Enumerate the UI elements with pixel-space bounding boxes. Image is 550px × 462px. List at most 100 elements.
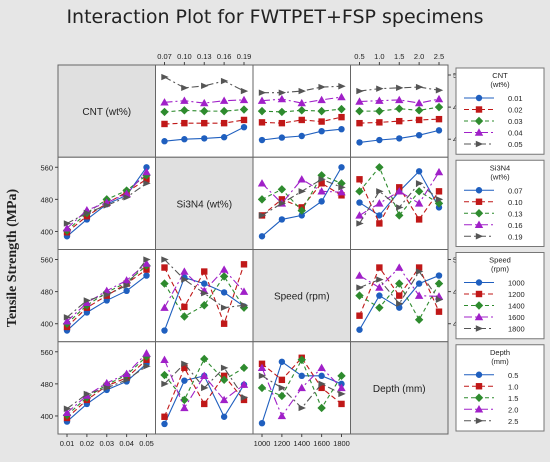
data-point (180, 106, 189, 115)
data-point (257, 96, 267, 104)
legend-label: 0.10 (508, 198, 523, 207)
data-point (160, 355, 169, 363)
y-tick-label: 560 (40, 348, 53, 357)
data-point (376, 276, 384, 283)
data-point (396, 204, 404, 211)
data-point (201, 384, 209, 392)
diagonal-cell (155, 156, 254, 250)
series-line (261, 96, 342, 104)
x-tick-label: 0.01 (60, 439, 75, 448)
data-point (258, 212, 267, 219)
panel-cnt-by-speed (62, 256, 151, 334)
data-point (414, 187, 424, 196)
data-point (219, 395, 229, 404)
legend-label: 1.5 (508, 394, 518, 403)
data-point (396, 300, 404, 307)
data-point (298, 87, 306, 95)
data-point (475, 187, 483, 194)
data-point (355, 211, 364, 219)
data-point (180, 403, 189, 412)
data-point (338, 400, 345, 408)
data-point (356, 176, 363, 183)
series-line (163, 366, 245, 417)
panel-depth-by-speed (355, 263, 444, 333)
legend-title: Depth (490, 348, 510, 357)
data-point (395, 211, 404, 220)
data-point (201, 268, 208, 275)
data-point (220, 304, 229, 311)
series-line (359, 166, 440, 217)
data-point (337, 383, 346, 392)
data-point (297, 106, 306, 115)
data-point (200, 371, 209, 380)
data-point (435, 196, 444, 203)
data-point (297, 175, 306, 183)
data-point (317, 187, 326, 195)
data-point (415, 168, 423, 175)
data-point (103, 297, 110, 304)
data-point (277, 94, 287, 103)
series-line (261, 108, 342, 113)
legend-label: 1800 (508, 325, 525, 334)
data-point (181, 276, 189, 283)
data-point (143, 256, 151, 263)
data-point (474, 312, 484, 321)
data-point (219, 265, 229, 273)
data-point (356, 199, 363, 206)
legend-label: 2.5 (508, 417, 518, 426)
x-tick-label: 1.5 (394, 52, 404, 61)
data-point (220, 413, 228, 420)
data-point (317, 106, 326, 116)
data-point (181, 303, 188, 311)
data-point (161, 420, 168, 428)
data-point (240, 261, 248, 268)
data-point (161, 120, 168, 128)
legend-box (455, 252, 545, 340)
data-point (200, 98, 209, 107)
data-point (180, 395, 189, 405)
data-point (356, 220, 364, 227)
data-point (239, 363, 249, 373)
data-point (475, 140, 484, 148)
data-point (82, 298, 92, 307)
data-point (475, 325, 484, 332)
data-point (414, 315, 424, 324)
data-point (143, 272, 150, 279)
data-point (375, 303, 384, 312)
legend-label: 0.04 (508, 129, 523, 138)
data-point (240, 123, 248, 131)
data-point (396, 135, 403, 142)
data-point (414, 199, 424, 207)
y-tick-label: 400 (40, 227, 53, 236)
legend-label: 0.13 (508, 209, 523, 218)
data-point (278, 200, 287, 207)
legend-title: (mm) (491, 357, 509, 366)
data-point (338, 390, 346, 398)
y-tick-label: 480 (40, 195, 53, 204)
y-tick-label: 560 (40, 163, 53, 172)
data-point (337, 92, 346, 101)
data-point (122, 276, 131, 284)
data-point (415, 132, 423, 139)
data-point (181, 136, 188, 143)
data-point (376, 212, 383, 219)
data-point (103, 291, 111, 299)
series-line (262, 85, 342, 94)
data-point (201, 82, 209, 90)
data-point (376, 292, 383, 299)
data-point (143, 363, 151, 370)
data-point (376, 188, 384, 195)
data-point (395, 187, 404, 195)
data-point (297, 206, 306, 215)
data-point (200, 354, 209, 364)
panel-si3n4-by-depth (160, 354, 249, 428)
data-point (475, 233, 484, 240)
data-point (257, 179, 267, 187)
data-point (161, 264, 168, 271)
legend-label: 2.0 (508, 405, 518, 414)
data-point (277, 411, 287, 420)
legend-title: (wt%) (490, 80, 510, 89)
legend-label: 0.5 (508, 371, 518, 380)
factor-label-cnt: CNT (wt%) (82, 107, 131, 118)
data-point (355, 291, 364, 300)
